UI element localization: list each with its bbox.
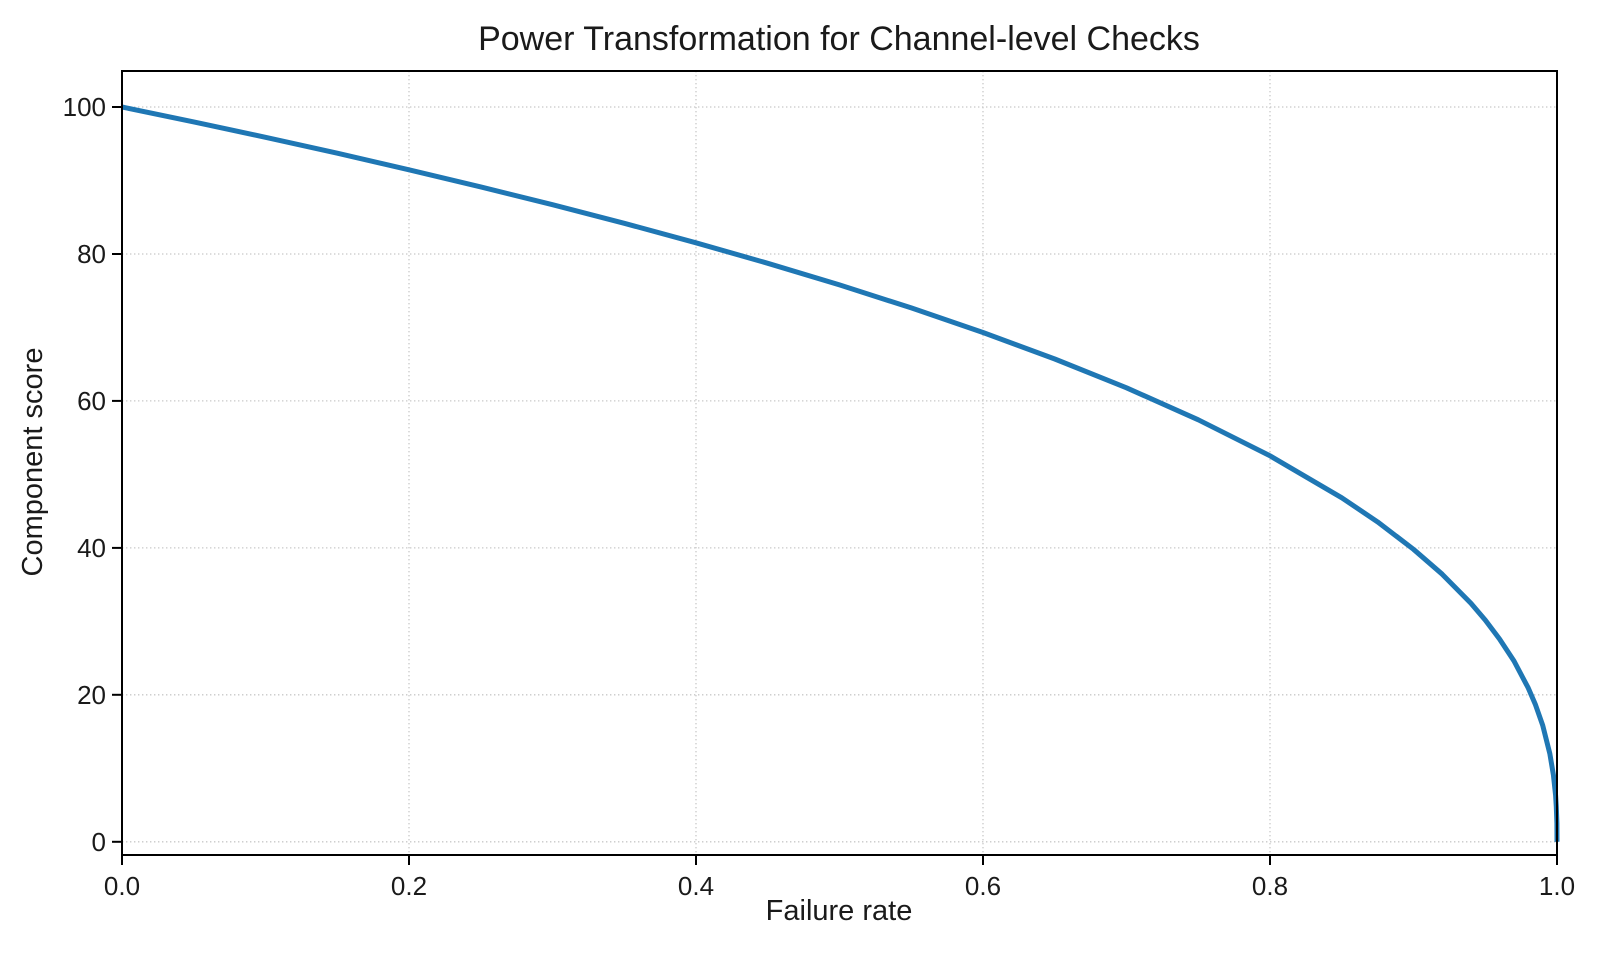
x-tick-label: 0.4 — [678, 871, 714, 901]
plot-border — [121, 70, 1558, 856]
x-axis-label: Failure rate — [766, 895, 913, 927]
x-tick-label: 0.8 — [1252, 871, 1288, 901]
y-tick-label: 80 — [77, 239, 106, 269]
x-tick-label: 0.0 — [104, 871, 140, 901]
x-tick-label: 1.0 — [1539, 871, 1575, 901]
chart-title: Power Transformation for Channel-level C… — [478, 20, 1200, 58]
x-tick-label: 0.6 — [965, 871, 1001, 901]
y-tick-label: 40 — [77, 533, 106, 563]
series-line — [121, 104, 1560, 842]
grid-layer — [121, 71, 1558, 855]
y-tick-label: 100 — [63, 92, 106, 122]
tick-label-layer: 0.0 0.2 0.4 0.6 0.8 1.0 0 20 40 60 80 100 — [63, 92, 1575, 901]
axis-layer — [112, 70, 1558, 865]
series-layer — [121, 104, 1560, 842]
x-tick-label: 0.2 — [391, 871, 427, 901]
y-tick-label: 60 — [77, 386, 106, 416]
y-axis-label: Component score — [17, 348, 49, 577]
y-tick-label: 0 — [92, 827, 106, 857]
y-tick-label: 20 — [77, 680, 106, 710]
